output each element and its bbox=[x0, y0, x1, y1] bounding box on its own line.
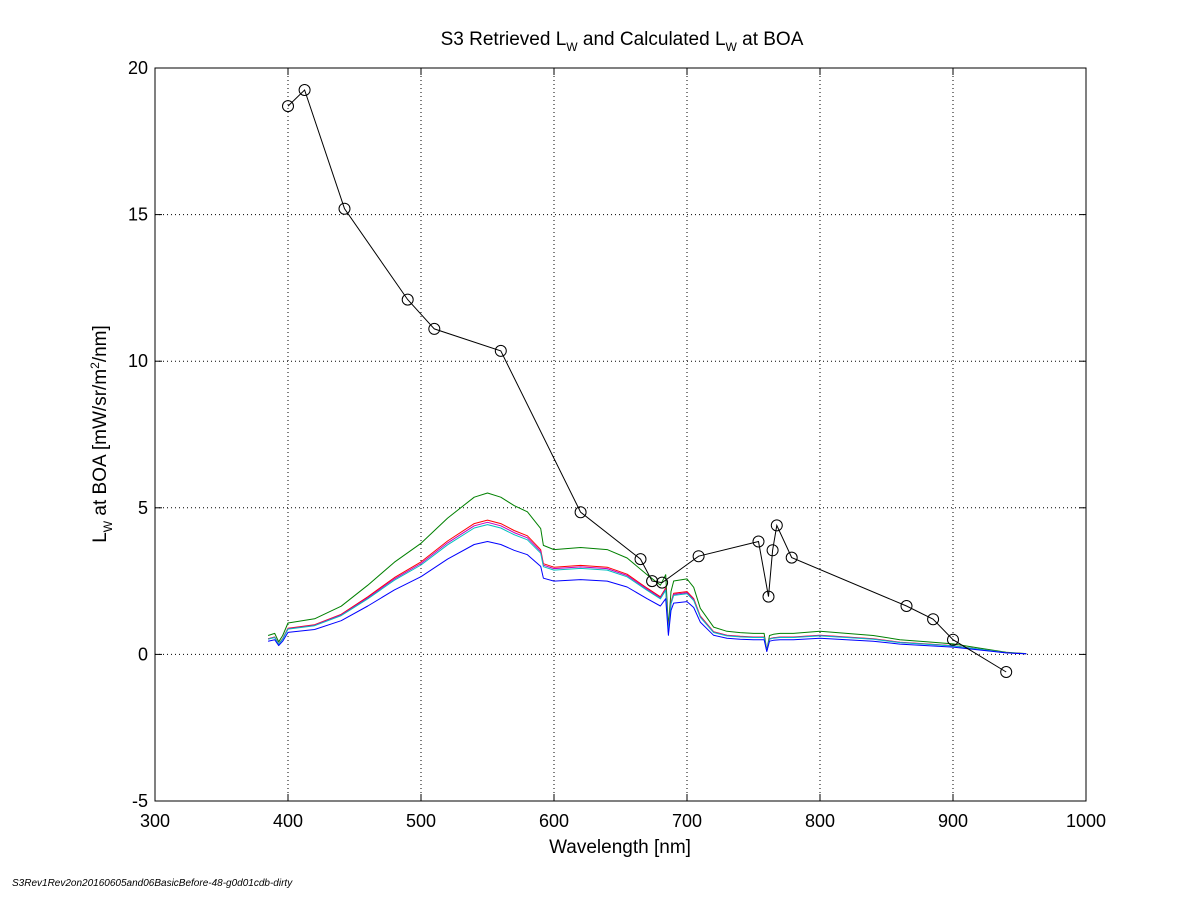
calculated-series-group bbox=[267, 492, 1027, 655]
retrieved-point bbox=[1000, 666, 1013, 678]
retrieved-series-group bbox=[282, 84, 1013, 678]
y-tick-label: 0 bbox=[138, 644, 148, 664]
retrieved-point bbox=[766, 544, 779, 557]
x-tick-label: 600 bbox=[539, 811, 569, 831]
retrieved-point bbox=[752, 535, 765, 548]
plot-area bbox=[155, 68, 1086, 801]
x-tick-label: 400 bbox=[273, 811, 303, 831]
x-tick-label: 700 bbox=[672, 811, 702, 831]
y-axis-ticks: -5 0 5 10 15 20 bbox=[128, 58, 1086, 811]
x-axis-ticks: 300 400 500 600 700 800 900 1000 bbox=[140, 68, 1106, 831]
calculated-series-line bbox=[267, 492, 1027, 655]
retrieved-point bbox=[282, 100, 294, 113]
retrieved-point bbox=[656, 576, 669, 589]
y-tick-label: 15 bbox=[128, 205, 148, 225]
x-tick-label: 500 bbox=[406, 811, 436, 831]
retrieved-point bbox=[428, 322, 441, 335]
retrieved-point bbox=[298, 84, 311, 96]
retrieved-point bbox=[947, 633, 959, 646]
axes-box bbox=[154, 67, 1087, 802]
chart-title: S3 Retrieved LW and Calculated LW at BOA bbox=[441, 29, 804, 54]
x-tick-label: 800 bbox=[805, 811, 835, 831]
retrieved-point bbox=[634, 553, 647, 566]
y-tick-label: 10 bbox=[128, 351, 148, 371]
y-axis-label: LW at BOA [mW/sr/m2/nm] bbox=[88, 325, 115, 543]
y-tick-label: -5 bbox=[132, 791, 148, 811]
x-tick-label: 900 bbox=[938, 811, 968, 831]
calculated-series-line bbox=[267, 541, 1027, 655]
retrieved-series-line bbox=[287, 89, 1007, 673]
y-tick-label: 20 bbox=[128, 58, 148, 78]
retrieved-point bbox=[338, 202, 351, 215]
retrieved-point bbox=[927, 613, 940, 626]
y-tick-label: 5 bbox=[138, 498, 148, 518]
retrieved-point bbox=[692, 550, 705, 563]
retrieved-point bbox=[494, 344, 507, 357]
retrieved-point bbox=[900, 600, 913, 612]
retrieved-point bbox=[401, 293, 414, 306]
retrieved-point bbox=[785, 551, 798, 564]
x-axis-label: Wavelength [nm] bbox=[549, 837, 691, 858]
retrieved-point bbox=[762, 590, 775, 603]
retrieved-point bbox=[646, 575, 659, 588]
retrieved-point bbox=[574, 506, 587, 519]
figure-footer: S3Rev1Rev2on20160605and06BasicBefore-48-… bbox=[12, 878, 293, 889]
x-tick-label: 300 bbox=[140, 811, 170, 831]
x-tick-label: 1000 bbox=[1066, 811, 1106, 831]
retrieved-point bbox=[770, 519, 783, 532]
